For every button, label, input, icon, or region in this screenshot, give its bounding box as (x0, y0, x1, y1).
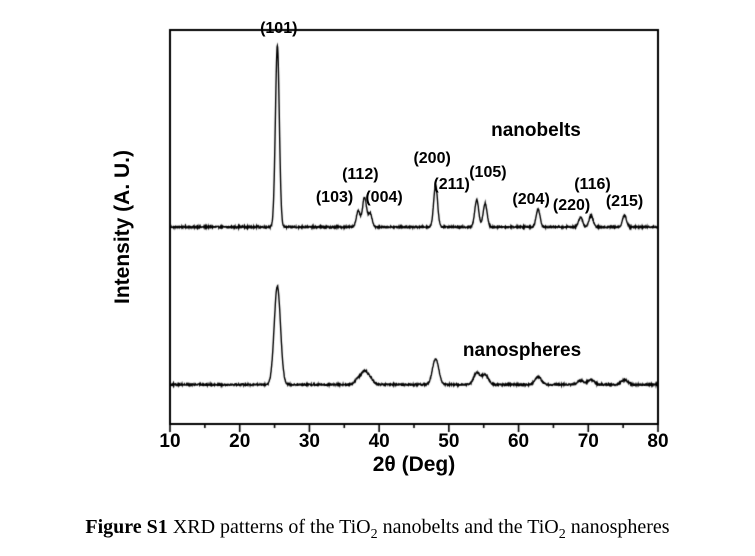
x-tick-label: 10 (159, 431, 181, 452)
caption-text: nanospheres (565, 516, 670, 538)
peak-label: (112) (342, 165, 379, 183)
caption-label: Figure S1 (85, 516, 168, 538)
series-label-nanobelts: nanobelts (491, 120, 581, 142)
x-tick-label: 30 (298, 431, 320, 452)
peak-label: (004) (365, 189, 403, 207)
x-tick-label: 40 (368, 431, 390, 452)
x-tick-label: 80 (647, 431, 669, 452)
figure-caption: Figure S1 XRD patterns of the TiO2 nanob… (10, 516, 745, 543)
x-tick-label: 50 (438, 431, 460, 452)
peak-label: (211) (433, 175, 470, 193)
y-axis-title: Intensity (A. U.) (111, 149, 134, 305)
peak-label: (200) (413, 149, 451, 167)
peak-label: (220) (552, 197, 591, 215)
x-tick-label: 70 (577, 431, 599, 452)
x-axis-title: 2θ (Deg) (372, 453, 456, 476)
series-label-nanospheres: nanospheres (462, 339, 582, 361)
caption-subscript: 2 (558, 527, 566, 542)
xrd-plot-canvas (0, 0, 755, 505)
peak-label: (116) (574, 175, 611, 193)
xrd-chart: Intensity (A. U.) 2θ (Deg) 10 20 30 40 50 60 7… (0, 0, 755, 505)
caption-text: XRD patterns of the TiO (167, 516, 371, 538)
x-tick-label: 20 (229, 431, 251, 452)
peak-label: (101) (260, 19, 298, 37)
peak-label: (215) (605, 193, 644, 211)
caption-subscript: 2 (370, 527, 378, 542)
peak-label: (204) (512, 191, 550, 209)
x-tick-label: 60 (507, 431, 530, 452)
peak-label: (105) (469, 163, 507, 181)
peak-label: (103) (315, 189, 354, 207)
caption-text: nanobelts and the TiO (377, 516, 559, 538)
